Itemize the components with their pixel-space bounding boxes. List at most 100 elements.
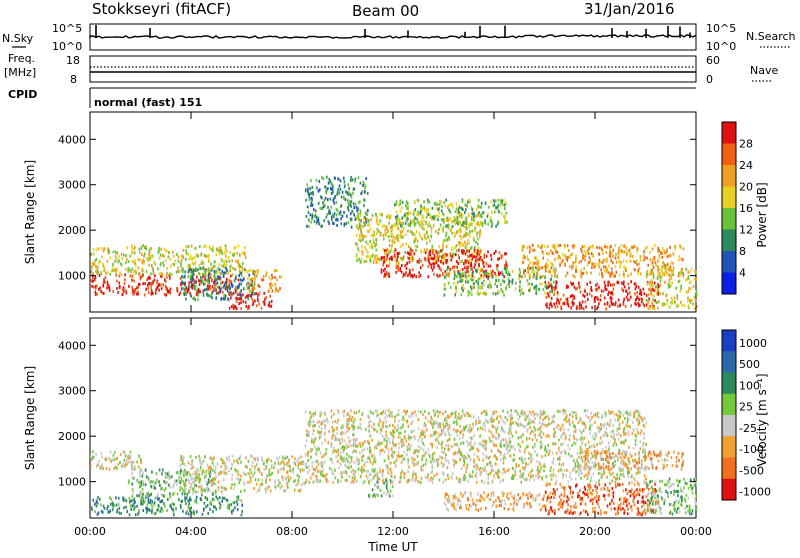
power-cell <box>496 268 498 271</box>
power-cell <box>550 249 552 252</box>
power-cell <box>154 274 156 277</box>
power-cell <box>307 190 309 193</box>
power-cell <box>328 182 330 185</box>
velocity-cell <box>529 426 531 429</box>
power-cell <box>657 285 659 288</box>
power-cell <box>106 287 108 290</box>
power-cell <box>464 266 466 269</box>
power-cell <box>401 206 403 209</box>
power-cell <box>169 277 171 280</box>
power-cell <box>162 261 164 264</box>
power-cell <box>661 265 663 268</box>
power-cell <box>186 252 188 255</box>
velocity-cell <box>569 434 571 437</box>
velocity-cell <box>147 477 149 480</box>
velocity-cell <box>169 492 171 495</box>
power-cell <box>460 230 462 233</box>
power-cell <box>660 279 662 282</box>
power-cell <box>443 262 445 265</box>
velocity-cell <box>161 487 163 490</box>
velocity-cell <box>178 476 180 479</box>
velocity-cell <box>100 465 102 468</box>
velocity-cell <box>484 425 486 428</box>
power-cell <box>465 259 467 262</box>
power-cell <box>132 268 134 271</box>
power-cell <box>164 278 166 281</box>
power-cell <box>247 297 249 300</box>
power-cell <box>272 290 274 293</box>
velocity-cell <box>281 475 283 478</box>
power-cell <box>648 293 650 296</box>
power-cell <box>615 257 617 260</box>
power-cell <box>605 284 607 287</box>
power-cell <box>442 273 444 276</box>
velocity-cell <box>416 414 418 417</box>
power-cell <box>547 245 549 248</box>
power-cell <box>592 263 594 266</box>
power-cell <box>508 282 510 285</box>
velocity-cell <box>107 507 109 510</box>
power-cell <box>498 279 500 282</box>
power-cell <box>420 249 422 252</box>
velocity-cell <box>241 499 243 502</box>
velocity-cell <box>255 458 257 461</box>
power-cell <box>225 255 227 258</box>
velocity-cell <box>513 445 515 448</box>
power-cell <box>359 222 361 225</box>
power-cell <box>460 260 462 263</box>
power-cell <box>429 262 431 265</box>
velocity-cell <box>183 480 185 483</box>
power-cell <box>386 257 388 260</box>
power-cell <box>546 252 548 255</box>
power-cell <box>372 246 374 249</box>
power-cell <box>168 255 170 258</box>
velocity-cell <box>603 434 605 437</box>
power-cell <box>240 293 242 296</box>
velocity-cell <box>286 478 288 481</box>
velocity-cell <box>181 455 183 458</box>
power-cell <box>439 255 441 258</box>
velocity-cell <box>283 489 285 492</box>
power-cell <box>501 255 503 258</box>
power-cell <box>454 274 456 277</box>
velocity-cell <box>119 507 121 510</box>
power-cell <box>512 278 514 281</box>
power-cell <box>347 206 349 209</box>
power-cell <box>662 304 664 307</box>
velocity-cell <box>515 473 517 476</box>
power-cell <box>652 298 654 301</box>
power-cell <box>242 293 244 296</box>
velocity-cell <box>114 458 116 461</box>
velocity-cell <box>439 455 441 458</box>
power-cell <box>478 205 480 208</box>
velocity-cell <box>109 510 111 513</box>
power-cell <box>527 258 529 261</box>
velocity-cell <box>289 465 291 468</box>
velocity-cell <box>244 489 246 492</box>
power-cell <box>644 292 646 295</box>
power-cell <box>183 276 185 279</box>
velocity-cell <box>570 472 572 475</box>
power-cell <box>352 192 354 195</box>
velocity-cell <box>303 481 305 484</box>
velocity-cell <box>369 446 371 449</box>
power-cell <box>401 230 403 233</box>
velocity-cell <box>110 503 112 506</box>
power-cell <box>309 198 311 201</box>
power-cell <box>416 218 418 221</box>
power-cell <box>473 277 475 280</box>
power-cell <box>141 275 143 278</box>
power-cell <box>574 275 576 278</box>
power-cell <box>462 252 464 255</box>
power-cell <box>180 265 182 268</box>
power-cell <box>575 265 577 268</box>
power-cell <box>546 296 548 299</box>
power-cell <box>361 245 363 248</box>
power-cell <box>242 279 244 282</box>
freq-tick-low: 8 <box>70 73 77 86</box>
power-cell <box>472 209 474 212</box>
power-cell <box>225 244 227 247</box>
velocity-cell <box>215 495 217 498</box>
power-cell <box>383 260 385 263</box>
velocity-cell <box>442 421 444 424</box>
